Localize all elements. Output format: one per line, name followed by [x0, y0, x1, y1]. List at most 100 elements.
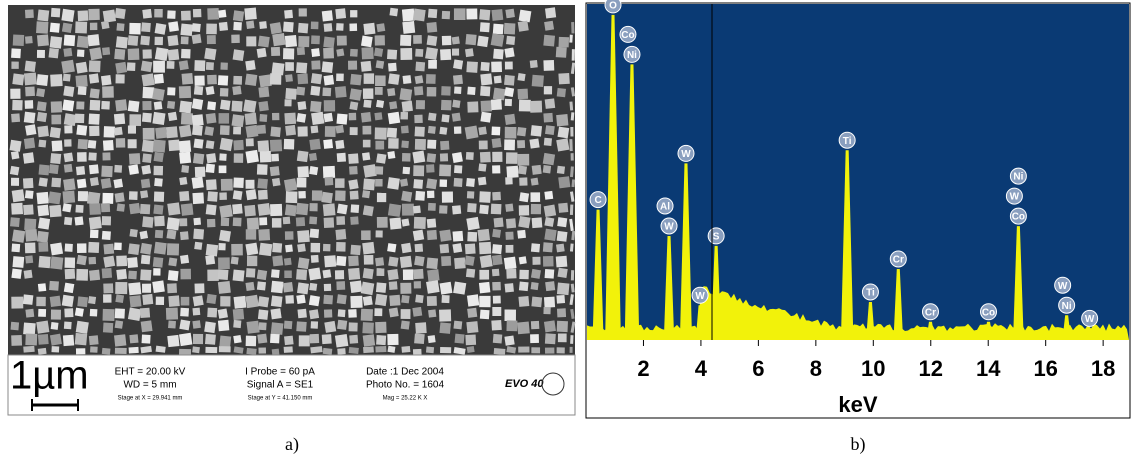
particle — [192, 23, 201, 32]
particle — [142, 73, 155, 86]
particle — [140, 231, 149, 240]
particle — [308, 268, 321, 281]
element-label: W — [1058, 281, 1068, 292]
particle — [467, 346, 475, 353]
particle — [192, 125, 203, 136]
particle — [11, 322, 20, 331]
particle — [544, 217, 554, 227]
particle — [140, 269, 151, 280]
particle — [270, 166, 280, 176]
particle — [25, 243, 36, 254]
particle — [76, 125, 87, 136]
particle — [309, 216, 317, 224]
particle — [49, 48, 59, 58]
particle — [142, 284, 151, 293]
particle — [113, 179, 123, 189]
particle — [179, 191, 189, 201]
particle — [311, 125, 319, 133]
particle — [11, 268, 21, 278]
particle — [37, 231, 49, 243]
particle — [64, 35, 76, 47]
particle — [401, 191, 412, 202]
particle — [297, 244, 306, 253]
particle — [116, 36, 128, 48]
particle — [479, 282, 490, 293]
particle — [257, 164, 268, 175]
particle — [245, 125, 258, 138]
particle — [153, 268, 160, 275]
particle — [166, 229, 176, 239]
particle — [103, 256, 115, 268]
particle — [272, 349, 280, 356]
particle — [90, 346, 98, 352]
particle — [466, 8, 477, 19]
particle — [128, 243, 140, 255]
particle — [349, 101, 358, 110]
particle — [272, 218, 282, 228]
particle — [297, 178, 307, 188]
particle — [492, 152, 502, 162]
particle — [298, 126, 308, 136]
particle — [90, 88, 100, 98]
particle — [491, 99, 502, 110]
particle — [143, 128, 155, 140]
particle — [258, 190, 268, 200]
particle — [233, 269, 245, 281]
particle — [204, 126, 214, 136]
particle — [415, 244, 424, 253]
particle — [375, 322, 386, 333]
particle — [428, 9, 437, 18]
particle — [257, 125, 266, 134]
particle — [167, 61, 175, 69]
particle — [102, 47, 110, 55]
particle — [51, 115, 61, 125]
particle — [428, 126, 436, 134]
particle — [76, 269, 88, 281]
particle — [179, 349, 191, 355]
particle — [479, 191, 491, 203]
particle — [350, 49, 358, 57]
particle — [271, 295, 283, 307]
particle — [142, 140, 155, 153]
particle — [310, 229, 319, 238]
particle — [324, 321, 336, 333]
particle — [207, 35, 216, 44]
particle — [362, 322, 374, 334]
particle — [492, 229, 501, 238]
particle — [129, 203, 140, 214]
particle — [480, 255, 493, 268]
particle — [220, 62, 227, 69]
particle — [531, 282, 539, 290]
particle — [361, 230, 371, 240]
particle — [337, 294, 347, 304]
particle — [309, 153, 317, 161]
particle — [143, 49, 152, 58]
particle — [102, 152, 110, 160]
particle — [558, 37, 569, 48]
particle — [65, 269, 76, 280]
particle — [257, 48, 267, 58]
particle — [570, 347, 573, 353]
particle — [504, 257, 517, 270]
particle — [415, 191, 425, 201]
particle — [155, 37, 163, 45]
particle — [375, 294, 387, 306]
particle — [363, 296, 373, 306]
particle — [298, 36, 309, 47]
element-label: W — [1085, 314, 1095, 325]
particle — [388, 138, 399, 149]
particle — [324, 309, 332, 317]
particle — [206, 153, 216, 163]
info-line: Stage at X = 29.941 mm — [118, 396, 183, 402]
particle — [467, 101, 478, 112]
particle — [231, 257, 239, 265]
particle — [375, 75, 386, 86]
particle — [90, 23, 97, 30]
particle — [571, 153, 574, 160]
particle — [531, 347, 540, 353]
particle — [428, 113, 437, 122]
particle — [12, 256, 24, 268]
particle — [479, 242, 491, 254]
particle — [414, 86, 423, 95]
particle — [557, 127, 569, 139]
